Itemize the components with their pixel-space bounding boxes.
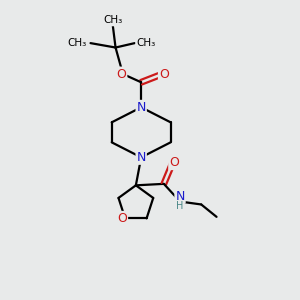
Text: O: O — [169, 156, 179, 169]
Text: O: O — [159, 68, 169, 80]
Text: CH₃: CH₃ — [68, 38, 87, 48]
Text: CH₃: CH₃ — [103, 15, 122, 26]
Text: H: H — [176, 201, 184, 211]
Text: O: O — [116, 68, 126, 80]
Text: N: N — [175, 190, 185, 203]
Text: N: N — [136, 151, 146, 164]
Text: CH₃: CH₃ — [136, 38, 155, 48]
Text: N: N — [136, 101, 146, 114]
Text: O: O — [117, 212, 127, 225]
